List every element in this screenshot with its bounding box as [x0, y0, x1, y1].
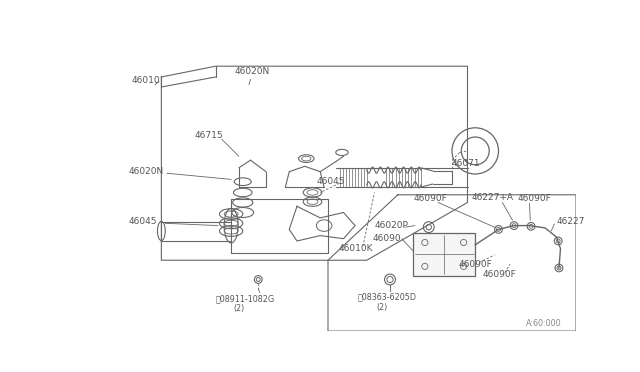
- Text: 46010K: 46010K: [338, 244, 372, 253]
- Text: 46090F: 46090F: [518, 194, 552, 203]
- Text: 46227: 46227: [557, 217, 585, 226]
- Text: 46090F: 46090F: [483, 270, 516, 279]
- Text: 46045: 46045: [316, 177, 345, 186]
- Text: 46090F: 46090F: [458, 260, 492, 269]
- Text: 46227+A: 46227+A: [472, 193, 513, 202]
- Text: (2): (2): [376, 303, 388, 312]
- Text: 46090F: 46090F: [413, 194, 447, 203]
- Text: 46090: 46090: [373, 234, 401, 243]
- Text: A:60:000: A:60:000: [525, 319, 561, 328]
- Bar: [413, 233, 476, 276]
- Text: 46010: 46010: [132, 76, 161, 85]
- Text: (2): (2): [233, 304, 244, 313]
- Text: 46020N: 46020N: [129, 167, 164, 176]
- Text: 46715: 46715: [195, 131, 223, 140]
- Text: 46020N: 46020N: [235, 67, 270, 76]
- Text: 46071: 46071: [452, 160, 481, 169]
- Text: ⓝ08911-1082G: ⓝ08911-1082G: [216, 294, 275, 303]
- Text: 46020P: 46020P: [374, 221, 408, 230]
- Text: 46045: 46045: [129, 217, 157, 226]
- Text: Ⓢ08363-6205D: Ⓢ08363-6205D: [358, 293, 417, 302]
